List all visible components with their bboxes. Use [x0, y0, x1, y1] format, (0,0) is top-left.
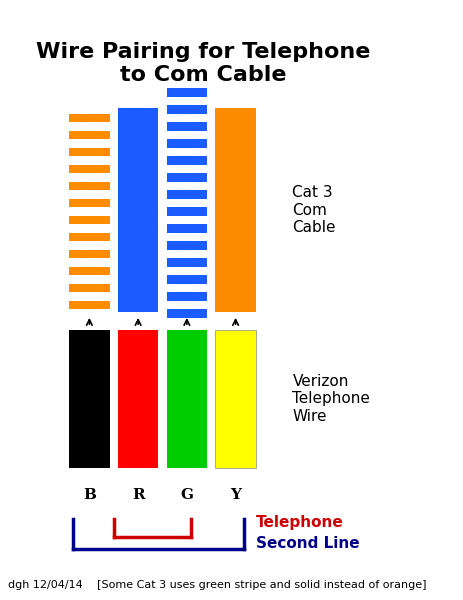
Bar: [69, 257, 110, 267]
Text: Telephone: Telephone: [256, 514, 344, 529]
Bar: [167, 88, 207, 97]
Bar: [167, 104, 207, 114]
FancyBboxPatch shape: [118, 108, 158, 312]
Bar: [69, 139, 110, 148]
Bar: [69, 104, 110, 114]
Bar: [69, 155, 110, 165]
Bar: [167, 190, 207, 199]
Bar: [167, 173, 207, 182]
Bar: [167, 122, 207, 131]
Text: dgh 12/04/14: dgh 12/04/14: [8, 580, 83, 590]
Bar: [69, 206, 110, 216]
Bar: [69, 275, 110, 284]
Bar: [167, 206, 207, 216]
Text: R: R: [132, 488, 144, 502]
Bar: [69, 224, 110, 233]
FancyBboxPatch shape: [215, 330, 256, 468]
Bar: [167, 308, 207, 318]
FancyBboxPatch shape: [69, 330, 110, 468]
Text: Y: Y: [230, 488, 241, 502]
Bar: [167, 139, 207, 148]
FancyBboxPatch shape: [69, 108, 110, 312]
Bar: [69, 292, 110, 301]
Bar: [69, 88, 110, 97]
Bar: [167, 241, 207, 250]
Bar: [69, 308, 110, 318]
Bar: [69, 190, 110, 199]
Text: Wire Pairing for Telephone
to Com Cable: Wire Pairing for Telephone to Com Cable: [36, 42, 370, 85]
Text: [Some Cat 3 uses green stripe and solid instead of orange]: [Some Cat 3 uses green stripe and solid …: [98, 580, 427, 590]
Bar: [167, 292, 207, 301]
Text: G: G: [181, 488, 194, 502]
Text: B: B: [83, 488, 96, 502]
Text: Cat 3
Com
Cable: Cat 3 Com Cable: [293, 185, 336, 235]
Bar: [167, 257, 207, 267]
FancyBboxPatch shape: [215, 108, 256, 312]
FancyBboxPatch shape: [167, 108, 207, 312]
Bar: [167, 155, 207, 165]
Text: Second Line: Second Line: [256, 535, 360, 551]
Bar: [167, 275, 207, 284]
Text: Verizon
Telephone
Wire: Verizon Telephone Wire: [293, 374, 370, 424]
FancyBboxPatch shape: [167, 108, 207, 312]
Bar: [69, 122, 110, 131]
Bar: [167, 224, 207, 233]
Bar: [69, 241, 110, 250]
FancyBboxPatch shape: [118, 330, 158, 468]
Bar: [69, 173, 110, 182]
FancyBboxPatch shape: [167, 330, 207, 468]
